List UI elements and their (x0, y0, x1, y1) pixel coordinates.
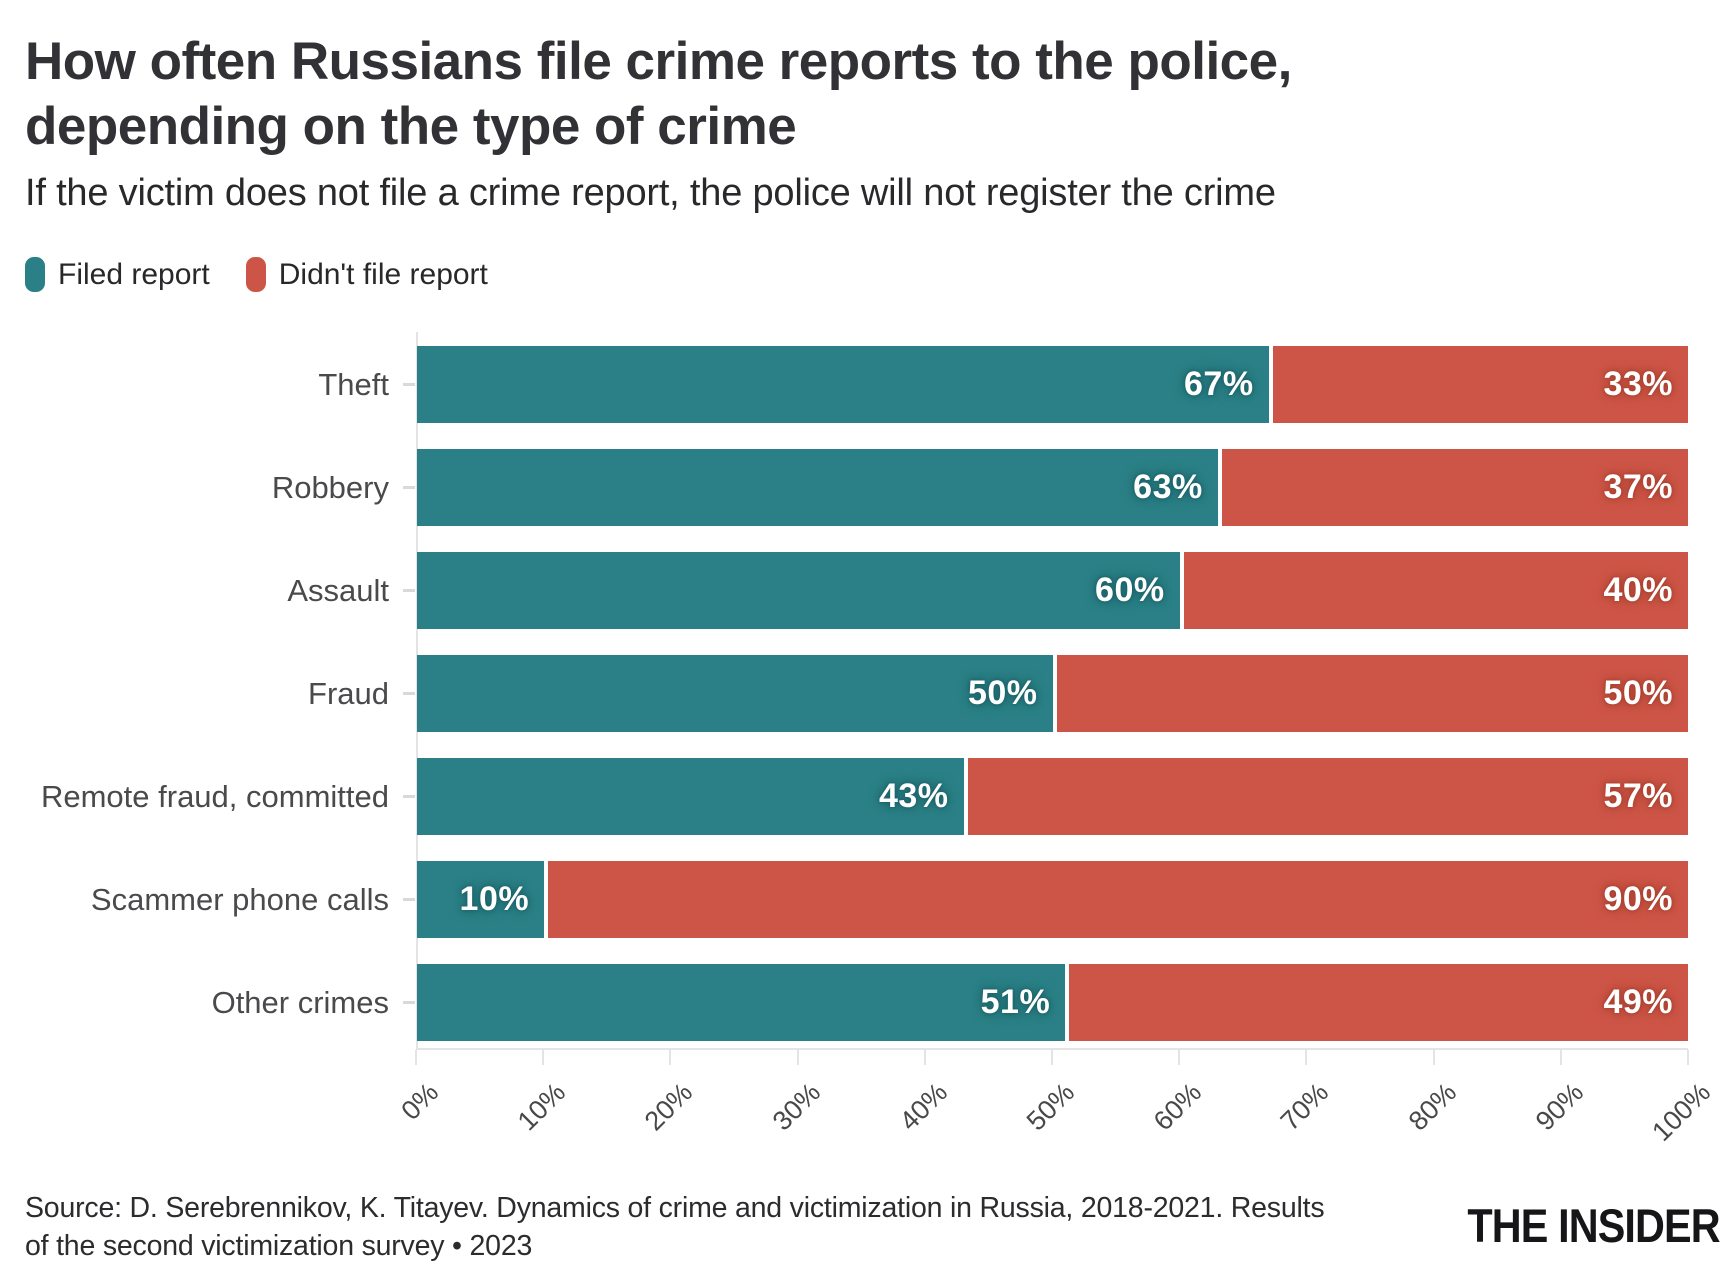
x-axis-tick-label: 80% (1402, 1077, 1462, 1137)
bar-segment-didnt-file-report: 37% (1221, 449, 1688, 527)
bar-segment-filed-report: 43% (417, 758, 964, 836)
legend-item-filed-report: Filed report (25, 257, 210, 293)
category-tick (389, 655, 417, 732)
bar-track: 51% 49% (417, 964, 1688, 1042)
legend-label-filed: Filed report (58, 257, 210, 291)
bar-value-label-didnt: 40% (1603, 571, 1673, 610)
page-title: How often Russians file crime reports to… (25, 30, 1525, 159)
source-line-2: of the second victimization survey • 202… (25, 1230, 533, 1263)
x-axis-tick (542, 1050, 545, 1066)
category-tick (389, 346, 417, 423)
the-insider-logo: THE INSIDER (1467, 1199, 1721, 1253)
x-axis-tick-label: 10% (511, 1077, 572, 1137)
bar-segment-filed-report: 63% (417, 449, 1218, 527)
x-axis-tick (1178, 1050, 1181, 1066)
chart-row: Fraud 50% 50% (25, 655, 1688, 733)
category-tick (389, 964, 417, 1041)
bar-track: 43% 57% (417, 758, 1688, 836)
legend-swatch-filed (25, 257, 45, 293)
x-axis-tick (796, 1050, 799, 1066)
bar-segment-didnt-file-report: 40% (1183, 552, 1688, 630)
bar-segment-filed-report: 51% (417, 964, 1066, 1042)
legend: Filed report Didn't file report (25, 257, 1732, 293)
x-axis-tick-label: 90% (1529, 1077, 1590, 1137)
chart-row: Theft 67% 33% (25, 346, 1688, 424)
x-axis-tick-label: 40% (893, 1077, 954, 1137)
bar-value-label-didnt: 33% (1603, 365, 1673, 404)
bar-track: 60% 40% (417, 552, 1688, 630)
x-axis-tick-label: 60% (1147, 1077, 1208, 1137)
bar-segment-filed-report: 60% (417, 552, 1180, 630)
bar-segment-didnt-file-report: 49% (1069, 964, 1688, 1042)
category-tick (389, 449, 417, 526)
x-axis-tick (1687, 1050, 1689, 1066)
bar-track: 63% 37% (417, 449, 1688, 527)
title-line-1: How often Russians file crime reports to… (25, 32, 1292, 91)
category-tick (389, 758, 417, 835)
category-label: Remote fraud, committed (40, 778, 389, 814)
category-label: Fraud (308, 675, 389, 711)
x-axis-tick (669, 1050, 672, 1066)
bar-value-label-filed: 67% (1184, 365, 1254, 404)
legend-item-didnt-file-report: Didn't file report (245, 257, 488, 293)
bar-value-label-filed: 60% (1095, 571, 1165, 610)
footer: Source: D. Serebrennikov, K. Titayev. Dy… (25, 1190, 1732, 1266)
bar-value-label-didnt: 37% (1603, 468, 1673, 507)
chart-row: Scammer phone calls 10% 90% (25, 861, 1688, 939)
chart-row: Robbery 63% 37% (25, 449, 1688, 527)
source-line-1: Source: D. Serebrennikov, K. Titayev. Dy… (25, 1192, 1325, 1225)
bar-value-label-didnt: 57% (1603, 777, 1673, 816)
x-axis-tick-label: 70% (1275, 1077, 1335, 1137)
bar-value-label-filed: 51% (980, 983, 1051, 1022)
bar-value-label-didnt: 50% (1603, 674, 1673, 713)
bar-segment-filed-report: 10% (417, 861, 545, 939)
x-axis-tick (1305, 1050, 1308, 1066)
category-label: Robbery (271, 469, 389, 505)
stacked-bar-chart: Theft 67% 33% Robbery 63% 37% Assault (25, 332, 1716, 1160)
x-axis-tick (1051, 1050, 1053, 1066)
bar-value-label-filed: 10% (459, 880, 530, 919)
x-axis-tick (1559, 1050, 1562, 1066)
bar-segment-filed-report: 67% (417, 346, 1269, 424)
x-axis: 0% 10% 20% 30% 40% 50% 60% 70% 80% 90% 100% (395, 1048, 1716, 1160)
bar-segment-didnt-file-report: 50% (1056, 655, 1688, 733)
bar-track: 50% 50% (417, 655, 1688, 733)
bar-value-label-didnt: 49% (1603, 983, 1673, 1022)
bar-track: 10% 90% (417, 861, 1688, 939)
bar-segment-didnt-file-report: 57% (967, 758, 1688, 836)
source-note: Source: D. Serebrennikov, K. Titayev. Dy… (25, 1190, 1325, 1266)
chart-row: Assault 60% 40% (25, 552, 1688, 630)
x-axis-tick (1432, 1050, 1435, 1066)
chart-rows: Theft 67% 33% Robbery 63% 37% Assault (25, 332, 1688, 1049)
title-line-2: depending on the type of crime (25, 96, 797, 156)
bar-value-label-didnt: 90% (1603, 880, 1673, 919)
x-axis-tick-label: 0% (395, 1077, 445, 1127)
x-axis-tick-label: 20% (639, 1077, 699, 1137)
legend-swatch-didnt (245, 257, 266, 293)
bar-track: 67% 33% (417, 346, 1688, 424)
x-axis-tick-label: 50% (1020, 1077, 1081, 1137)
chart-row: Remote fraud, committed 43% 57% (25, 758, 1688, 836)
category-label: Theft (318, 366, 389, 402)
bar-value-label-filed: 43% (878, 777, 949, 816)
bar-segment-filed-report: 50% (417, 655, 1053, 733)
page-subtitle: If the victim does not file a crime repo… (25, 172, 1276, 215)
bar-segment-didnt-file-report: 90% (548, 861, 1688, 939)
x-axis-tick (415, 1050, 417, 1066)
bar-value-label-filed: 50% (967, 674, 1038, 713)
category-tick (389, 552, 417, 629)
category-label: Scammer phone calls (90, 881, 389, 917)
x-axis-tick-label: 100% (1646, 1077, 1717, 1148)
x-axis-tick (923, 1050, 926, 1066)
category-label: Other crimes (211, 984, 389, 1020)
chart-row: Other crimes 51% 49% (25, 964, 1688, 1042)
legend-label-didnt: Didn't file report (278, 257, 488, 291)
x-axis-tick-label: 30% (766, 1077, 826, 1137)
bar-segment-didnt-file-report: 33% (1272, 346, 1688, 424)
category-tick (389, 861, 417, 938)
category-label: Assault (287, 572, 389, 608)
bar-value-label-filed: 63% (1133, 468, 1203, 507)
